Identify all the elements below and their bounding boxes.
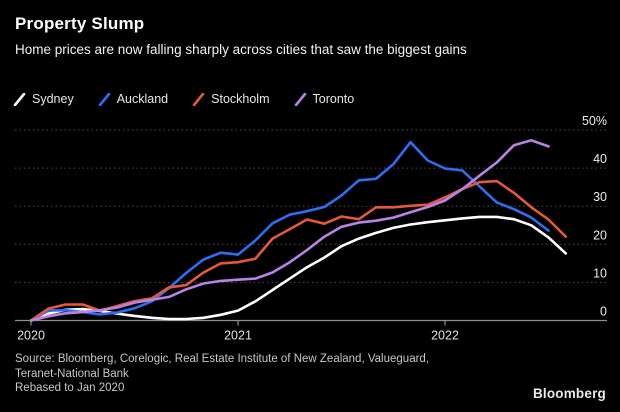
y-axis-label: 30 xyxy=(593,190,607,204)
source-line-1: Source: Bloomberg, Corelogic, Real Estat… xyxy=(15,353,430,365)
chart-header: Property Slump Home prices are now falli… xyxy=(15,14,601,59)
line-swatch-icon xyxy=(192,92,205,106)
series-line-auckland xyxy=(29,140,550,322)
y-axis-label: 40 xyxy=(593,152,607,166)
y-axis-label: 10 xyxy=(593,266,607,280)
line-swatch-icon xyxy=(98,92,111,106)
x-axis-label: 2021 xyxy=(224,329,252,343)
series-line-sydney xyxy=(29,215,568,322)
legend-item-stockholm: Stockholm xyxy=(192,92,270,106)
legend-label: Stockholm xyxy=(211,92,270,106)
source-line-2: Teranet-National Bank xyxy=(15,367,129,380)
legend-item-sydney: Sydney xyxy=(13,92,74,106)
legend-label: Auckland xyxy=(116,92,169,106)
legend-label: Sydney xyxy=(32,92,74,106)
chart-subtitle: Home prices are now falling sharply acro… xyxy=(15,42,467,57)
legend-label: Toronto xyxy=(312,92,355,106)
bloomberg-logo: Bloomberg xyxy=(532,386,606,401)
chart-title: Property Slump xyxy=(15,14,145,33)
y-axis-label: 0 xyxy=(600,305,607,319)
chart-legend: Sydney Auckland Stockholm Toronto xyxy=(13,92,354,106)
x-axis-label: 2022 xyxy=(431,329,459,343)
series-line-toronto xyxy=(29,139,550,322)
line-swatch-icon xyxy=(13,92,26,106)
line-swatch-icon xyxy=(294,92,306,106)
legend-item-auckland: Auckland xyxy=(98,92,168,106)
x-axis-label: 2020 xyxy=(17,329,45,343)
source-note: Source: Bloomberg, Corelogic, Real Estat… xyxy=(15,352,605,396)
series-line-stockholm xyxy=(29,179,568,322)
y-axis-label: 20 xyxy=(593,228,607,242)
rebase-note: Rebased to Jan 2020 xyxy=(15,382,125,394)
legend-item-toronto: Toronto xyxy=(294,92,355,106)
y-axis-label: 50% xyxy=(582,114,607,128)
